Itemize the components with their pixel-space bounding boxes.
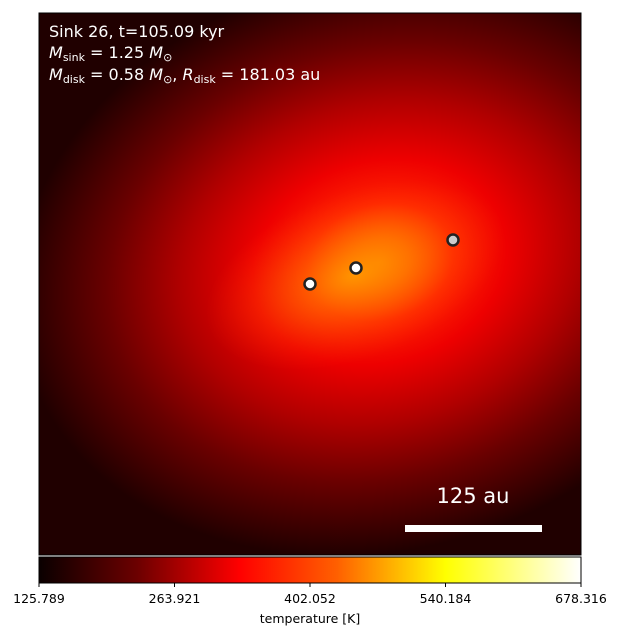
info-line-sink-mass: Msink = 1.25 M⊙ <box>49 43 172 64</box>
scale-bar-label: 125 au <box>437 484 510 508</box>
info-line-title: Sink 26, t=105.09 kyr <box>49 22 225 41</box>
colorbar-tick-label: 678.316 <box>555 591 607 606</box>
colorbar-ticks: 125.789 263.921 402.052 540.184 678.316 <box>13 583 607 606</box>
colorbar: 125.789 263.921 402.052 540.184 678.316 temp… <box>13 556 607 626</box>
colorbar-label: temperature [K] <box>260 611 361 626</box>
colorbar-tick-label: 402.052 <box>284 591 336 606</box>
sink-marker <box>303 277 317 291</box>
colorbar-gradient <box>38 556 582 584</box>
info-line-disk: Mdisk = 0.58 M⊙, Rdisk = 181.03 au <box>49 65 320 86</box>
scale-bar-line <box>405 525 542 532</box>
info-text: Sink 26, t=105.09 kyr Msink = 1.25 M⊙ Md… <box>49 22 320 86</box>
sink-marker <box>349 261 363 275</box>
scale-bar: 125 au <box>405 484 542 532</box>
colorbar-tick-label: 540.184 <box>420 591 472 606</box>
sink-marker <box>446 233 460 247</box>
sink-markers <box>303 233 460 291</box>
colorbar-tick-label: 263.921 <box>149 591 201 606</box>
colorbar-tick-label: 125.789 <box>13 591 65 606</box>
